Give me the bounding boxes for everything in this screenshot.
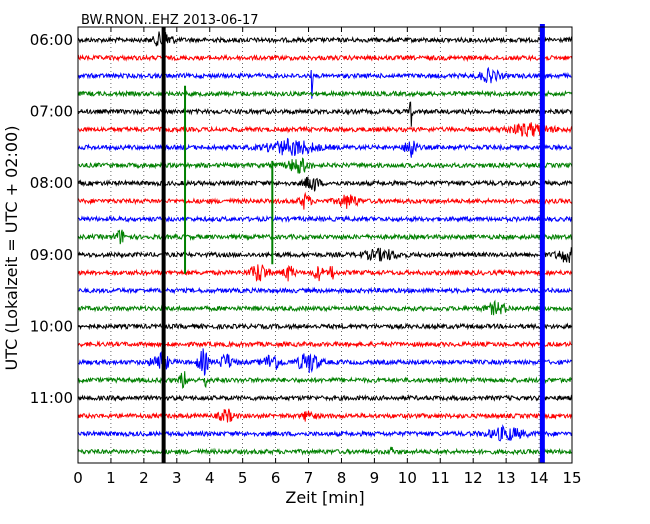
chart-title: BW.RNON..EHZ 2013-06-17 <box>81 13 259 28</box>
seismic-trace <box>77 66 573 99</box>
grid-lines <box>110 27 540 463</box>
plot-frame <box>77 26 573 464</box>
seismic-trace <box>77 322 573 331</box>
x-tick-label: 10 <box>398 469 417 487</box>
x-tick-label: 12 <box>464 469 483 487</box>
x-tick-label: 3 <box>172 469 182 487</box>
x-tick-label: 11 <box>431 469 450 487</box>
x-tick-label: 9 <box>370 469 380 487</box>
x-tick-label: 8 <box>337 469 347 487</box>
x-tick-label: 14 <box>530 469 549 487</box>
x-tick-label: 7 <box>304 469 314 487</box>
seismic-trace <box>77 89 573 98</box>
x-axis-ticks: 0 1 2 3 4 5 6 7 8 9 10 11 12 13 14 15 <box>73 27 582 487</box>
seismic-trace <box>77 394 573 402</box>
y-tick-label: 07:00 <box>30 103 73 121</box>
seismic-trace <box>77 340 573 349</box>
seismic-trace <box>77 264 573 282</box>
seismic-trace <box>77 371 573 389</box>
y-tick-label: 09:00 <box>30 246 73 264</box>
y-tick-label: 06:00 <box>30 31 73 49</box>
y-tick-label: 08:00 <box>30 174 73 192</box>
y-tick-label: 10:00 <box>30 317 73 335</box>
seismic-trace <box>77 137 573 158</box>
trace-layer <box>77 31 573 456</box>
x-tick-label: 1 <box>106 469 116 487</box>
seismic-trace <box>77 446 573 456</box>
y-tick-label: 11:00 <box>30 389 73 407</box>
seismic-trace <box>77 157 573 175</box>
seismic-trace <box>77 101 573 127</box>
seismic-trace <box>77 191 573 210</box>
seismic-trace <box>77 348 573 376</box>
x-tick-label: 4 <box>205 469 215 487</box>
seismic-trace <box>77 408 573 423</box>
y-axis-ticks: 06:00 07:00 08:00 09:00 10:00 11:00 <box>30 31 83 407</box>
x-tick-label: 5 <box>238 469 248 487</box>
seismic-trace <box>77 31 573 50</box>
seismic-trace <box>77 176 573 192</box>
seismic-trace <box>77 214 573 224</box>
seismic-trace <box>77 122 573 138</box>
seismic-trace <box>77 229 573 245</box>
spike-layer <box>161 24 545 463</box>
x-tick-label: 2 <box>139 469 149 487</box>
seismic-trace <box>77 299 573 316</box>
x-tick-label: 15 <box>562 469 581 487</box>
x-tick-label: 0 <box>73 469 83 487</box>
x-axis-label: Zeit [min] <box>285 488 364 507</box>
y-axis-label: UTC (Lokalzeit = UTC + 02:00) <box>2 126 21 371</box>
seismic-trace <box>77 286 573 295</box>
seismic-trace <box>77 424 573 442</box>
x-tick-label: 6 <box>271 469 281 487</box>
seismic-trace <box>77 246 573 263</box>
x-tick-label: 13 <box>497 469 516 487</box>
seismic-trace <box>77 53 573 63</box>
